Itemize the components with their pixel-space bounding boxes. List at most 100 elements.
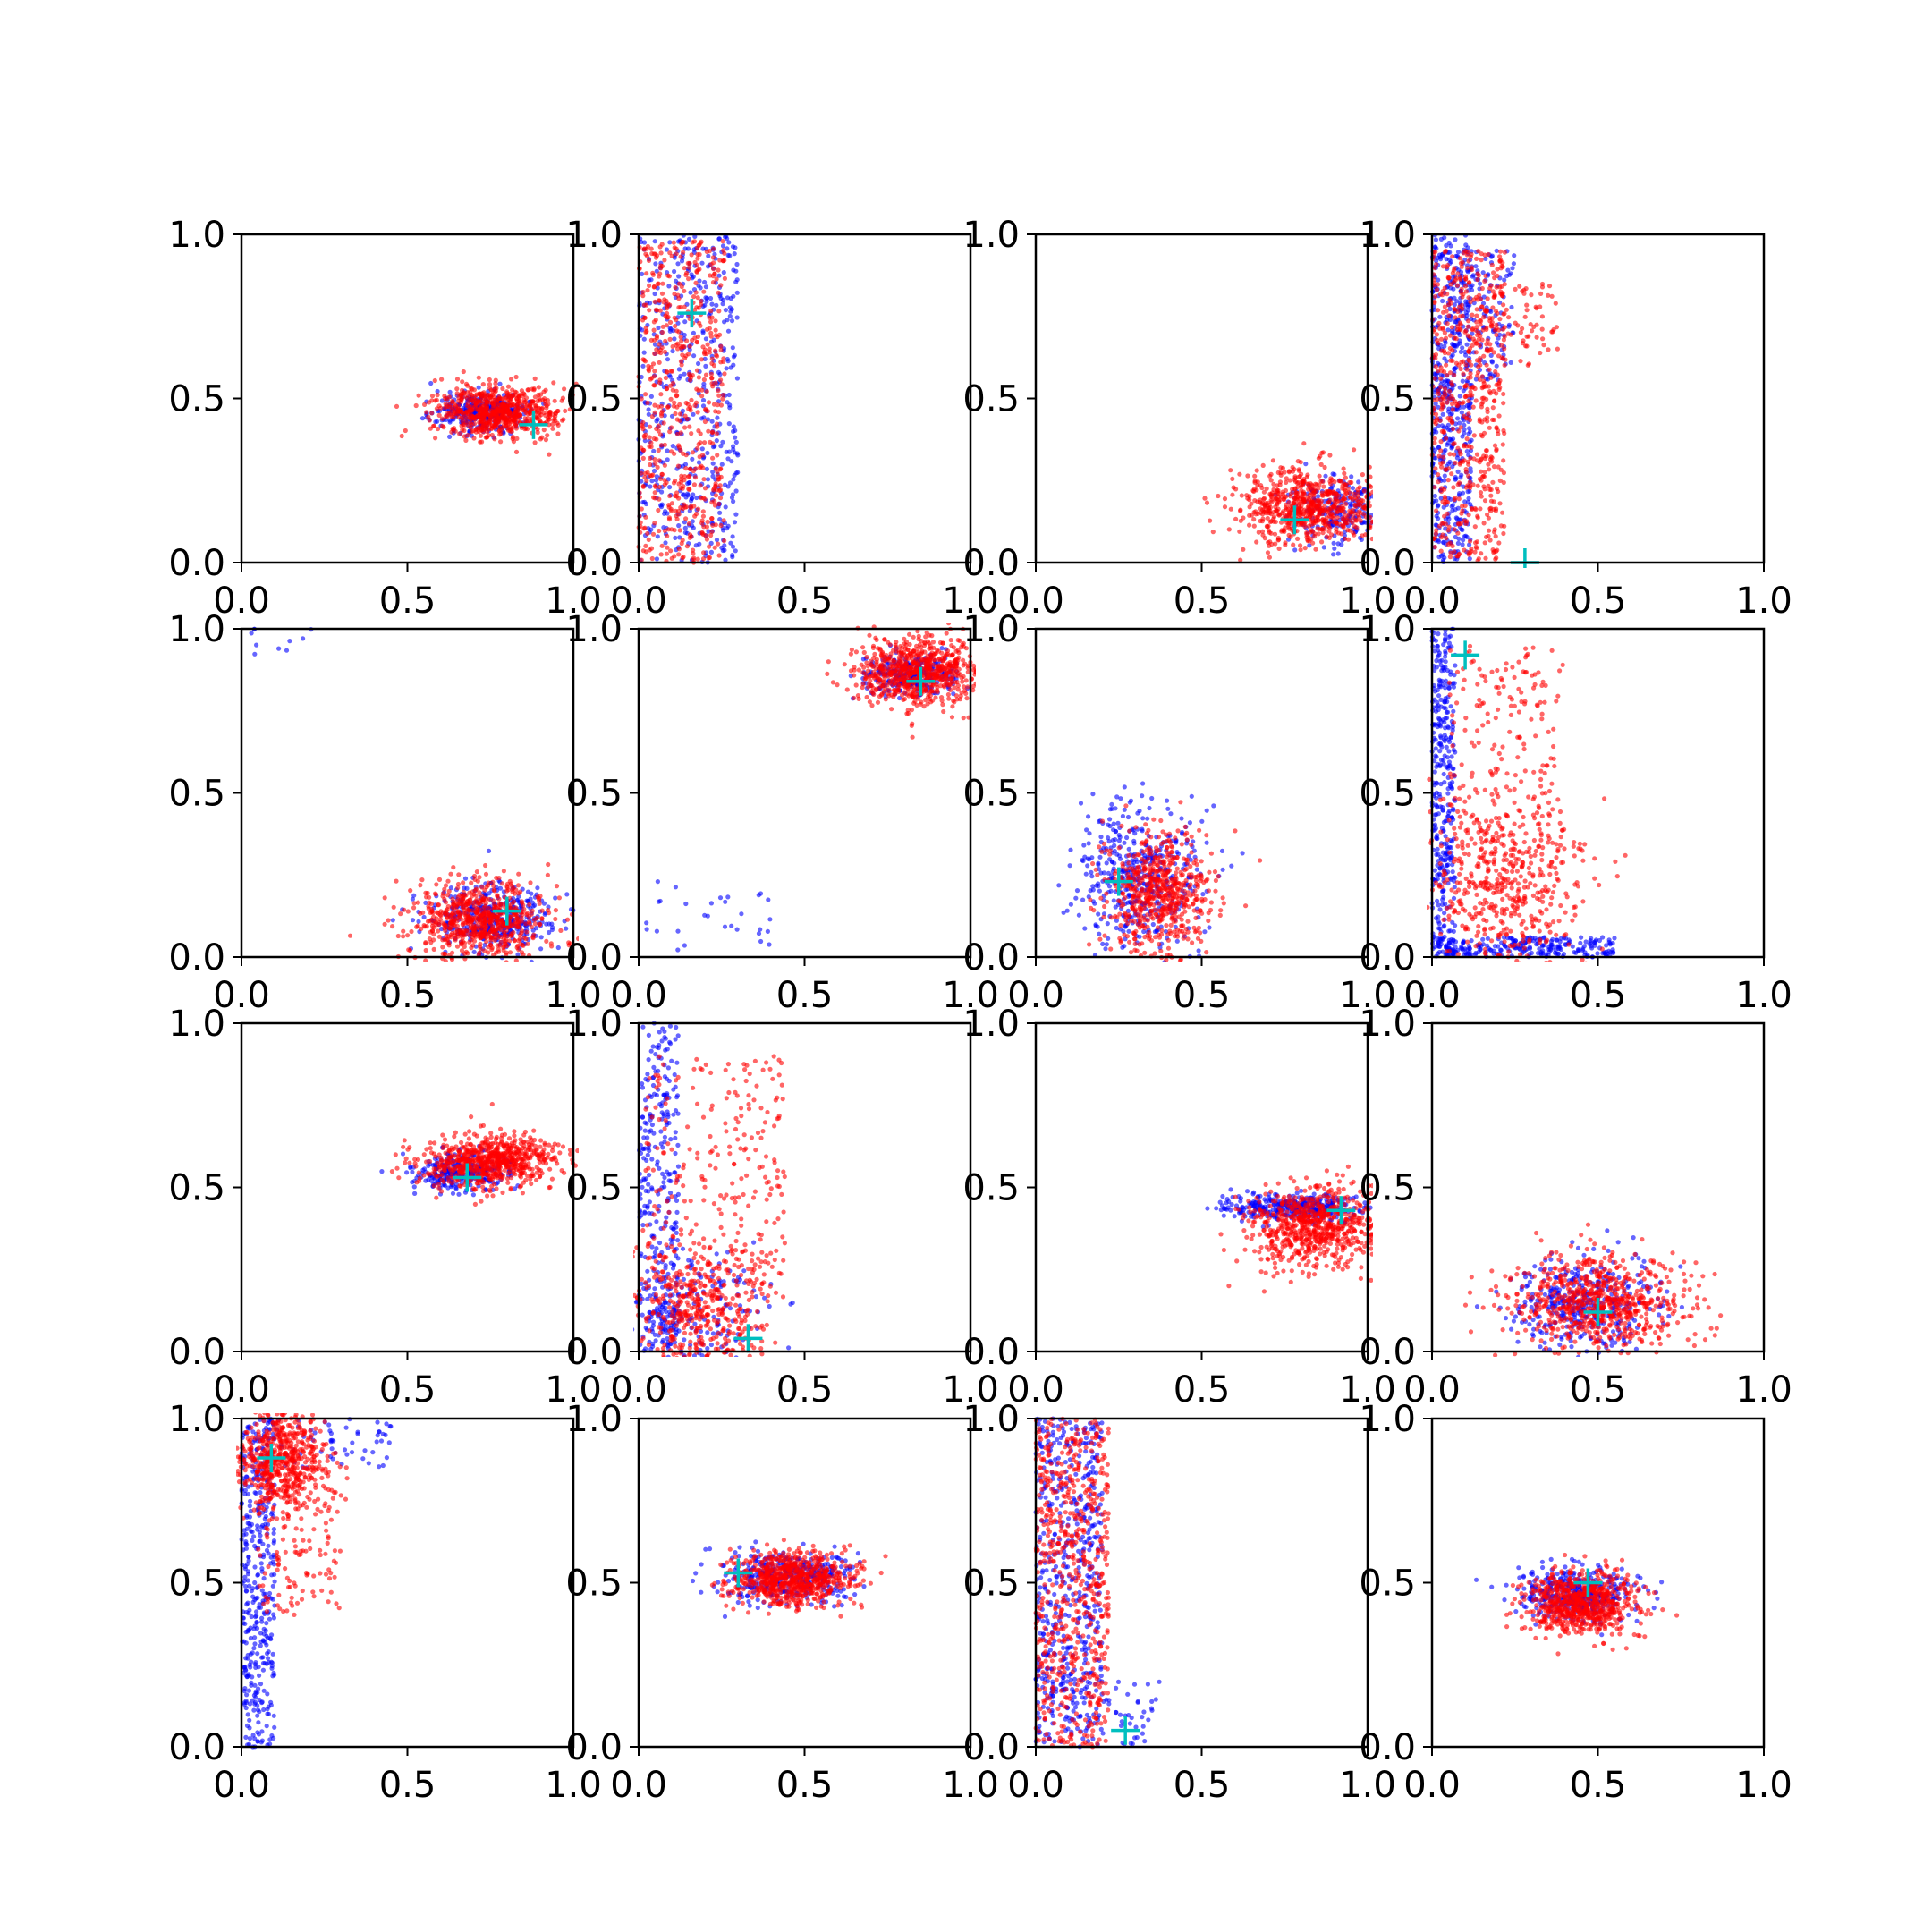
data-point	[480, 382, 486, 387]
data-point	[694, 340, 699, 345]
data-point	[1368, 474, 1373, 479]
data-point	[652, 299, 657, 304]
data-point	[687, 343, 692, 349]
data-point	[1444, 242, 1449, 249]
data-point	[701, 550, 707, 555]
data-point	[691, 482, 698, 487]
data-point	[1332, 546, 1337, 551]
data-point	[1485, 338, 1490, 343]
data-point	[675, 261, 681, 267]
data-point	[1360, 504, 1366, 511]
data-point	[1267, 555, 1272, 560]
data-point	[514, 436, 520, 441]
data-point	[1489, 359, 1495, 364]
data-point	[431, 937, 436, 943]
data-point	[652, 351, 657, 356]
data-point	[1455, 482, 1461, 487]
data-point	[698, 431, 703, 436]
data-point	[651, 436, 657, 442]
data-point	[641, 526, 647, 531]
data-point	[669, 425, 674, 430]
data-point	[1497, 284, 1503, 290]
data-point	[708, 532, 714, 538]
data-point	[659, 489, 665, 495]
data-point	[1436, 479, 1441, 485]
data-point	[1272, 531, 1278, 537]
data-point	[648, 484, 653, 489]
data-point	[434, 406, 439, 411]
data-point	[1355, 494, 1360, 499]
data-point	[659, 471, 665, 478]
data-point	[439, 377, 445, 382]
data-point	[1488, 375, 1494, 380]
data-point	[1298, 543, 1303, 548]
data-point	[665, 533, 670, 538]
data-point	[1264, 486, 1269, 491]
data-point	[641, 240, 648, 245]
data-point	[497, 425, 503, 430]
data-point	[1340, 486, 1345, 491]
data-point	[1264, 523, 1269, 530]
data-point	[1252, 473, 1258, 479]
data-point	[1479, 395, 1485, 401]
data-point	[689, 431, 694, 436]
data-point	[1484, 325, 1489, 330]
data-point	[549, 927, 555, 933]
data-point	[1482, 455, 1488, 462]
data-point	[1463, 289, 1469, 294]
data-point	[455, 411, 461, 417]
data-point	[1479, 258, 1484, 263]
points	[1429, 233, 1560, 565]
data-point	[1457, 341, 1462, 346]
data-point	[513, 410, 519, 415]
data-point	[1496, 413, 1502, 419]
data-point	[1487, 538, 1493, 543]
data-point	[1287, 478, 1292, 483]
data-point	[1295, 459, 1301, 464]
data-point	[1453, 534, 1458, 540]
data-point	[718, 343, 724, 349]
data-point	[1488, 322, 1495, 327]
data-point	[1494, 446, 1499, 452]
data-point	[708, 319, 714, 325]
data-point	[1312, 490, 1318, 496]
data-point	[1446, 516, 1452, 521]
data-point	[674, 251, 679, 257]
data-point	[650, 270, 656, 275]
data-point	[1265, 500, 1271, 506]
data-point	[707, 249, 712, 254]
data-point	[401, 934, 406, 939]
data-point	[1499, 263, 1504, 269]
data-point	[1298, 513, 1303, 518]
x-tick-label: 0.0	[213, 580, 270, 622]
data-point	[712, 545, 717, 550]
data-point	[652, 521, 657, 526]
data-point	[652, 342, 658, 347]
data-point	[681, 250, 686, 255]
data-point	[1492, 443, 1498, 448]
data-point	[651, 251, 657, 257]
data-point	[692, 335, 698, 341]
data-point	[1453, 319, 1459, 325]
data-point	[1508, 271, 1513, 276]
data-point	[516, 394, 522, 400]
data-point	[1296, 467, 1301, 472]
data-point	[1294, 480, 1301, 486]
data-point	[555, 431, 561, 436]
data-point	[428, 380, 434, 386]
data-point	[1268, 478, 1274, 483]
data-point	[1444, 359, 1449, 364]
data-point	[648, 424, 653, 429]
data-point	[1468, 335, 1473, 340]
data-point	[640, 271, 645, 276]
data-point	[1442, 379, 1447, 385]
data-point	[1524, 302, 1530, 308]
data-point	[508, 427, 513, 432]
data-point	[1452, 266, 1457, 271]
data-point	[1323, 491, 1328, 496]
data-point	[653, 461, 658, 467]
data-point	[1320, 479, 1326, 485]
data-point	[1433, 466, 1438, 471]
data-point	[1456, 362, 1462, 368]
data-point	[1474, 452, 1480, 457]
